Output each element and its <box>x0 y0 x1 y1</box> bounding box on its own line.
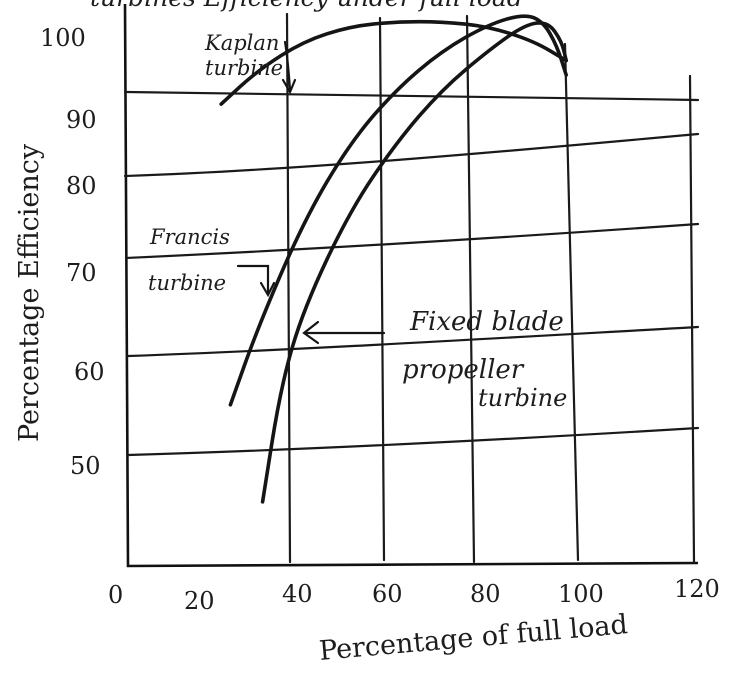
x-tick-label: 60 <box>372 580 403 608</box>
y-axis-ticks: 50 60 70 80 90 100 <box>40 24 105 480</box>
kaplan-curve <box>219 19 568 106</box>
gridline-h-2 <box>126 325 700 358</box>
francis-arrow <box>236 264 270 295</box>
propeller-arrowhead <box>302 320 320 345</box>
gridline-v-1 <box>285 12 292 564</box>
gridline-v-3 <box>465 14 476 564</box>
x-tick-label: 80 <box>470 580 501 608</box>
francis-arrowhead <box>259 281 276 298</box>
x-axis-label: Percentage of full load <box>318 609 629 667</box>
kaplan-label-line-2: turbine <box>205 56 283 80</box>
francis-curve <box>228 14 568 407</box>
kaplan-annotation: Kaplan turbine <box>204 31 297 95</box>
x-tick-label: 0 <box>108 581 123 609</box>
propeller-label-line-3: turbine <box>478 384 567 412</box>
francis-label-line-2: turbine <box>148 271 226 295</box>
x-tick-label: 100 <box>558 580 604 608</box>
propeller-label-line-1: Fixed blade <box>409 307 564 337</box>
propeller-label-line-2: propeller <box>402 355 525 385</box>
kaplan-arrowhead <box>281 78 297 95</box>
header-fragment: turbines Efficiency under full load <box>90 0 523 12</box>
y-tick-label: 100 <box>40 24 86 52</box>
x-tick-label: 120 <box>674 575 720 603</box>
series-group <box>219 14 568 504</box>
propeller-annotation: Fixed blade propeller turbine <box>302 307 567 412</box>
francis-label-line-1: Francis <box>149 225 230 249</box>
y-tick-label: 80 <box>66 172 97 200</box>
x-axis-ticks: 0 20 40 60 80 100 120 <box>108 575 720 615</box>
kaplan-arrow <box>283 40 292 92</box>
gridline-v-4 <box>563 42 580 562</box>
plot-frame <box>123 3 699 568</box>
gridline-v-5 <box>688 74 696 564</box>
gridline-v-2 <box>378 16 386 562</box>
y-tick-label: 70 <box>66 259 97 287</box>
y-tick-label: 50 <box>70 452 101 480</box>
gridline-h-5 <box>123 90 700 102</box>
gridline-h-4 <box>123 132 700 178</box>
y-tick-label: 90 <box>66 106 97 134</box>
x-tick-label: 20 <box>184 587 215 615</box>
propeller-curve <box>260 21 568 504</box>
y-tick-label: 60 <box>74 358 105 386</box>
y-axis-label: Percentage Efficiency <box>14 143 45 442</box>
francis-annotation: Francis turbine <box>148 225 276 298</box>
x-tick-label: 40 <box>282 580 313 608</box>
kaplan-label-line-1: Kaplan <box>204 31 279 55</box>
gridline-h-3 <box>124 222 700 260</box>
gridline-h-1 <box>126 426 700 457</box>
